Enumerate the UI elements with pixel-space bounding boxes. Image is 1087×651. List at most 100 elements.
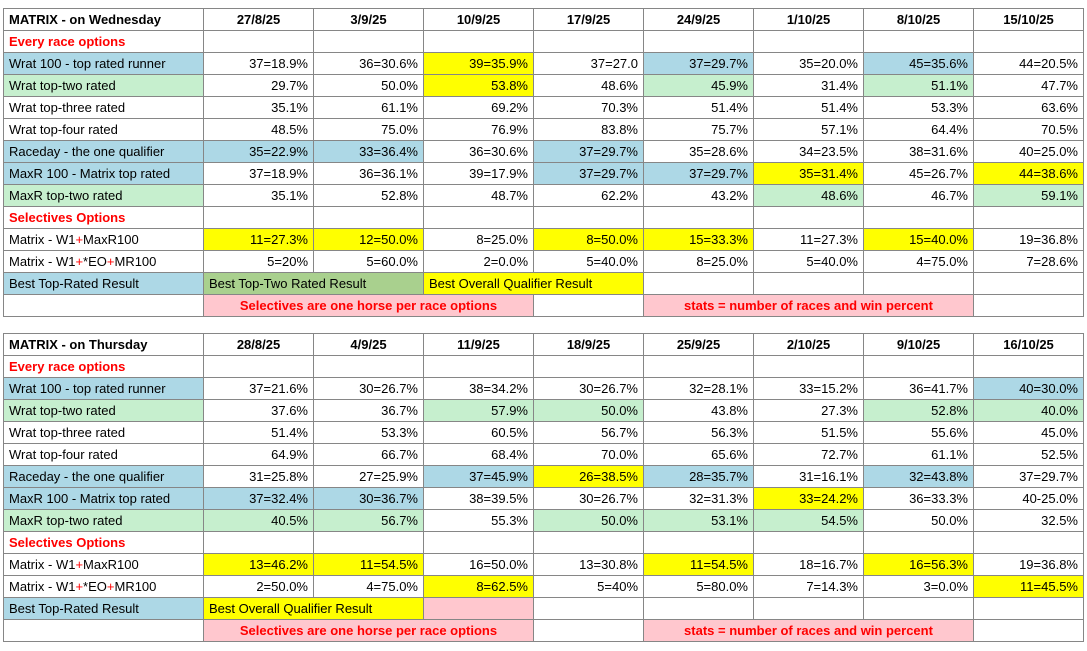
date-header-cell[interactable]: 10/9/25 [423, 8, 534, 31]
value-cell[interactable]: 7=28.6% [973, 250, 1084, 273]
value-cell[interactable]: 5=40% [533, 575, 644, 598]
value-cell[interactable]: 32=43.8% [863, 465, 974, 488]
value-cell[interactable]: 2=0.0% [423, 250, 534, 273]
date-header-cell[interactable]: 2/10/25 [753, 333, 864, 356]
value-cell[interactable]: 11=54.5% [313, 553, 424, 576]
value-cell[interactable]: 38=39.5% [423, 487, 534, 510]
value-cell[interactable]: 11=54.5% [643, 553, 754, 576]
value-cell[interactable]: 40.5% [203, 509, 314, 532]
date-header-cell[interactable]: 9/10/25 [863, 333, 974, 356]
empty-cell[interactable] [203, 30, 314, 53]
value-cell[interactable]: 12=50.0% [313, 228, 424, 251]
value-cell[interactable]: 45.9% [643, 74, 754, 97]
value-cell[interactable]: 8=50.0% [533, 228, 644, 251]
value-cell[interactable]: 55.3% [423, 509, 534, 532]
empty-cell[interactable] [973, 531, 1084, 554]
row-label-cell[interactable]: Matrix - W1+MaxR100 [3, 228, 204, 251]
row-label-cell[interactable]: Selectives Options [3, 206, 204, 229]
row-label-cell[interactable]: Best Top-Rated Result [3, 597, 204, 620]
value-cell[interactable]: 61.1% [313, 96, 424, 119]
merged-note-cell[interactable]: Best Top-Two Rated Result [203, 272, 424, 295]
value-cell[interactable]: 19=36.8% [973, 228, 1084, 251]
row-label-cell[interactable]: Wrat top-four rated [3, 443, 204, 466]
value-cell[interactable]: 37=45.9% [423, 465, 534, 488]
empty-cell[interactable] [533, 355, 644, 378]
row-label-cell[interactable]: Raceday - the one qualifier [3, 465, 204, 488]
merged-note-cell[interactable]: Selectives are one horse per race option… [203, 619, 534, 642]
row-label-cell[interactable]: MaxR 100 - Matrix top rated [3, 162, 204, 185]
value-cell[interactable]: 30=36.7% [313, 487, 424, 510]
value-cell[interactable]: 5=40.0% [753, 250, 864, 273]
value-cell[interactable]: 37=18.9% [203, 162, 314, 185]
date-header-cell[interactable]: 24/9/25 [643, 8, 754, 31]
value-cell[interactable]: 50.0% [863, 509, 974, 532]
value-cell[interactable]: 40=25.0% [973, 140, 1084, 163]
empty-cell[interactable] [643, 355, 754, 378]
date-header-cell[interactable]: 3/9/25 [313, 8, 424, 31]
value-cell[interactable]: 35=20.0% [753, 52, 864, 75]
date-header-cell[interactable]: 11/9/25 [423, 333, 534, 356]
value-cell[interactable]: 3=0.0% [863, 575, 974, 598]
value-cell[interactable]: 19=36.8% [973, 553, 1084, 576]
row-label-cell[interactable]: Every race options [3, 355, 204, 378]
empty-cell[interactable] [863, 531, 974, 554]
merged-note-cell[interactable]: stats = number of races and win percent [643, 619, 974, 642]
value-cell[interactable]: 56.3% [643, 421, 754, 444]
value-cell[interactable]: 51.5% [753, 421, 864, 444]
value-cell[interactable]: 37=29.7% [533, 140, 644, 163]
empty-cell[interactable] [753, 272, 864, 295]
row-label-cell[interactable]: Wrat top-three rated [3, 421, 204, 444]
value-cell[interactable]: 64.9% [203, 443, 314, 466]
value-cell[interactable]: 72.7% [753, 443, 864, 466]
value-cell[interactable]: 37.6% [203, 399, 314, 422]
value-cell[interactable]: 32=31.3% [643, 487, 754, 510]
value-cell[interactable]: 4=75.0% [863, 250, 974, 273]
row-label-cell[interactable]: Wrat top-two rated [3, 74, 204, 97]
value-cell[interactable]: 37=32.4% [203, 487, 314, 510]
value-cell[interactable]: 37=29.7% [973, 465, 1084, 488]
value-cell[interactable]: 32=28.1% [643, 377, 754, 400]
value-cell[interactable]: 48.7% [423, 184, 534, 207]
value-cell[interactable]: 52.8% [863, 399, 974, 422]
value-cell[interactable]: 53.3% [863, 96, 974, 119]
empty-cell[interactable] [533, 30, 644, 53]
empty-cell[interactable] [863, 355, 974, 378]
value-cell[interactable]: 70.3% [533, 96, 644, 119]
value-cell[interactable]: 56.7% [533, 421, 644, 444]
empty-cell[interactable] [863, 206, 974, 229]
value-cell[interactable]: 68.4% [423, 443, 534, 466]
value-cell[interactable]: 40=30.0% [973, 377, 1084, 400]
value-cell[interactable]: 13=30.8% [533, 553, 644, 576]
value-cell[interactable]: 53.3% [313, 421, 424, 444]
empty-cell[interactable] [533, 531, 644, 554]
table-title-cell[interactable]: MATRIX - on Wednesday [3, 8, 204, 31]
value-cell[interactable]: 43.8% [643, 399, 754, 422]
value-cell[interactable]: 44=20.5% [973, 52, 1084, 75]
value-cell[interactable]: 52.5% [973, 443, 1084, 466]
value-cell[interactable]: 55.6% [863, 421, 974, 444]
value-cell[interactable]: 51.4% [203, 421, 314, 444]
date-header-cell[interactable]: 4/9/25 [313, 333, 424, 356]
value-cell[interactable]: 37=29.7% [643, 52, 754, 75]
empty-cell[interactable] [423, 30, 534, 53]
value-cell[interactable]: 52.8% [313, 184, 424, 207]
empty-cell[interactable] [863, 30, 974, 53]
row-label-cell[interactable]: Matrix - W1+*EO+MR100 [3, 575, 204, 598]
value-cell[interactable]: 53.8% [423, 74, 534, 97]
value-cell[interactable]: 32.5% [973, 509, 1084, 532]
empty-cell[interactable] [533, 597, 644, 620]
empty-cell[interactable] [203, 531, 314, 554]
value-cell[interactable]: 18=16.7% [753, 553, 864, 576]
date-header-cell[interactable]: 18/9/25 [533, 333, 644, 356]
value-cell[interactable]: 28=35.7% [643, 465, 754, 488]
value-cell[interactable]: 33=15.2% [753, 377, 864, 400]
value-cell[interactable]: 47.7% [973, 74, 1084, 97]
value-cell[interactable]: 53.1% [643, 509, 754, 532]
value-cell[interactable]: 29.7% [203, 74, 314, 97]
row-label-cell[interactable]: MaxR top-two rated [3, 509, 204, 532]
empty-cell[interactable] [423, 355, 534, 378]
row-label-cell[interactable]: Wrat top-three rated [3, 96, 204, 119]
empty-cell[interactable] [643, 597, 754, 620]
value-cell[interactable]: 50.0% [313, 74, 424, 97]
value-cell[interactable]: 38=34.2% [423, 377, 534, 400]
